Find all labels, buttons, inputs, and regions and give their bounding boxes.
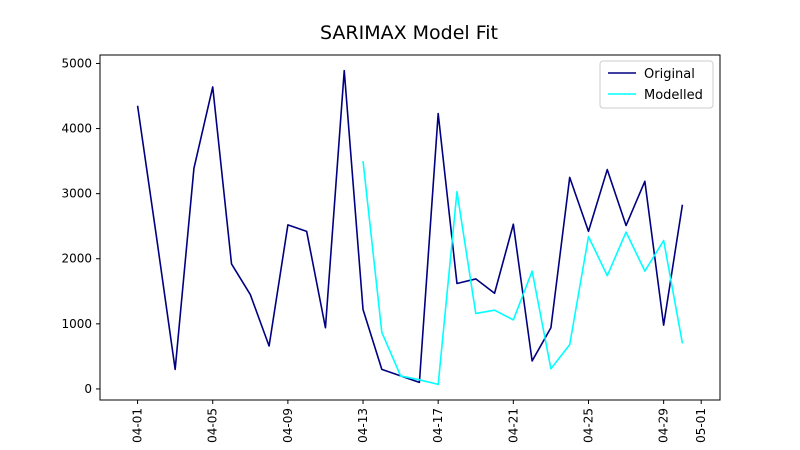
series-layer bbox=[136, 69, 684, 386]
x-tick-label: 04-05 bbox=[206, 408, 220, 443]
x-tick-label: 04-13 bbox=[356, 408, 370, 443]
x-tick-label: 04-01 bbox=[131, 408, 145, 443]
series-line-original bbox=[136, 69, 684, 384]
chart-title: SARIMAX Model Fit bbox=[320, 22, 498, 44]
legend: Original Modelled bbox=[599, 60, 714, 109]
plot-frame bbox=[99, 54, 721, 401]
y-tick-label: 1000 bbox=[61, 317, 92, 331]
x-tick-label: 04-25 bbox=[581, 408, 595, 443]
x-tick-label: 04-29 bbox=[657, 408, 671, 443]
x-tick-label: 05-01 bbox=[694, 408, 708, 443]
y-tick-label: 3000 bbox=[61, 187, 92, 201]
x-tick-label: 04-21 bbox=[506, 408, 520, 443]
axes: 0 1000 2000 3000 4000 5000 04-01 04-05 04-09 04-1… bbox=[61, 54, 721, 443]
legend-label: Original bbox=[644, 67, 695, 82]
x-tick-label: 04-17 bbox=[431, 408, 445, 443]
y-tick-label: 5000 bbox=[61, 56, 92, 70]
x-tick-label: 04-09 bbox=[281, 408, 295, 443]
y-tick-label: 0 bbox=[84, 382, 92, 396]
legend-label: Modelled bbox=[644, 88, 703, 103]
series-line-modelled bbox=[362, 161, 684, 386]
y-tick-label: 2000 bbox=[61, 252, 92, 266]
y-tick-label: 4000 bbox=[61, 122, 92, 136]
